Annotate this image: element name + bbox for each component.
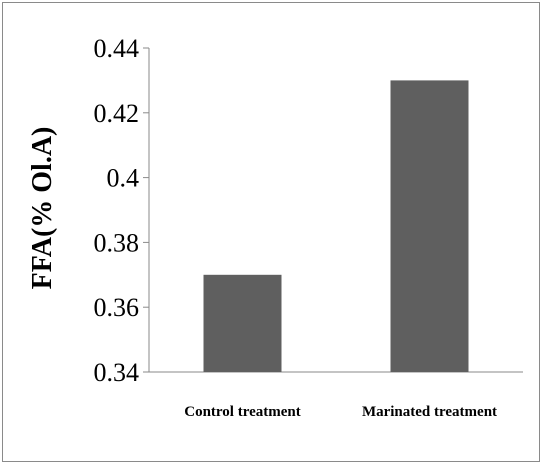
bars [203, 80, 469, 373]
x-category-label: Marinated treatment [362, 404, 497, 420]
y-tick-label: 0.44 [94, 34, 140, 63]
chart-frame: 0.34 0.36 0.38 0.4 0.42 0.44 Control treatmen… [2, 2, 540, 462]
x-category-labels: Control treatment Marinated treatment [184, 404, 497, 420]
y-axis: 0.34 0.36 0.38 0.4 0.42 0.44 [94, 34, 523, 387]
bar-0 [203, 274, 282, 372]
y-tick-label: 0.4 [107, 164, 140, 193]
x-category-label: Control treatment [184, 404, 301, 420]
y-tick-label: 0.38 [94, 228, 140, 257]
y-axis-label: FFA(% Ol.A) [27, 127, 58, 290]
bar-chart: 0.34 0.36 0.38 0.4 0.42 0.44 Control treatmen… [27, 34, 523, 420]
y-tick-label: 0.34 [94, 358, 140, 387]
y-tick-label: 0.42 [94, 99, 140, 128]
y-tick-label: 0.36 [94, 293, 140, 322]
bar-1 [390, 80, 469, 373]
